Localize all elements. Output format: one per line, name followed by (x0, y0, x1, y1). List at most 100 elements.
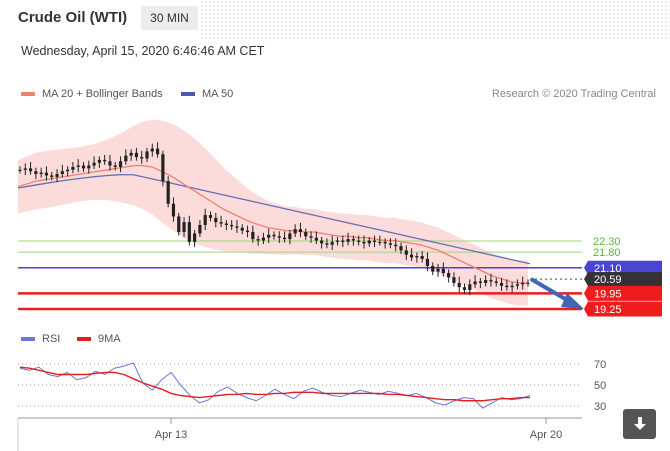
rsi-legend-label: RSI (42, 333, 61, 345)
candle-body (129, 152, 133, 156)
rsi-ma-line (19, 366, 530, 402)
candle-body (28, 168, 33, 172)
candle-body (447, 273, 451, 278)
legend-rsi-ma: 9MA (77, 333, 121, 345)
legend-rsi: RSI (21, 333, 60, 345)
research-credit: Research © 2020 Trading Central (491, 88, 656, 100)
timeframe-badge[interactable]: 30 MIN (141, 6, 198, 30)
candle-body (118, 161, 123, 167)
x-tick-label: Apr 13 (155, 429, 187, 441)
candle-body (484, 280, 488, 283)
candle-body (499, 282, 504, 286)
candle-body (494, 281, 498, 283)
candle-body (219, 222, 223, 224)
candle-body (214, 217, 218, 223)
legend-ma20: MA 20 + Bollinger Bands (21, 88, 163, 100)
level-label-21-10: 21.10 (594, 263, 622, 275)
candle-body (235, 226, 239, 228)
download-button[interactable] (623, 409, 656, 439)
candle-body (145, 151, 149, 159)
candle-body (372, 240, 377, 242)
rsi-chart: 30 50 70 (18, 359, 606, 413)
candle-body (309, 236, 313, 238)
candle-body (224, 223, 228, 225)
rsi-tick-label: 70 (594, 359, 606, 371)
candle-body (293, 229, 297, 234)
level-tag-19-25: 19.25 (584, 301, 662, 317)
candle-body (362, 241, 366, 244)
candle-body (23, 168, 27, 170)
candle-body (182, 222, 186, 233)
candle-body (203, 215, 207, 225)
candle-body (420, 256, 424, 259)
candle-body (108, 161, 112, 166)
candle-body (256, 239, 260, 241)
candle-body (161, 154, 165, 182)
projection-arrowhead (561, 293, 584, 309)
candle-body (457, 282, 461, 288)
rsi-ma-legend-label: 9MA (98, 333, 121, 345)
candle-body (378, 241, 382, 243)
candle-body (208, 215, 213, 218)
candle-body (436, 268, 440, 272)
rsi-tick-label: 30 (594, 401, 606, 413)
candle-body (277, 236, 281, 238)
candle-body (71, 166, 75, 170)
level-tag-bg (584, 285, 662, 301)
bollinger-band (18, 119, 528, 306)
candle-body (155, 148, 160, 155)
candle-body (92, 162, 96, 166)
candle-body (521, 282, 525, 285)
candle-body (76, 165, 80, 167)
candle-body (34, 171, 38, 175)
candle-body (335, 240, 340, 242)
candle-body (44, 172, 49, 176)
candle-body (81, 165, 86, 169)
rsi-line (19, 362, 531, 409)
candle-body (473, 281, 477, 285)
x-tick-label: Apr 20 (530, 429, 562, 441)
candle-body (150, 148, 154, 152)
level-label-20-59: 20.59 (594, 274, 622, 286)
level-tag-21-80: 21.80 (593, 247, 621, 259)
candle-body (298, 229, 303, 233)
candle-body (230, 224, 234, 227)
candle-body (187, 222, 191, 242)
candle-body (113, 165, 117, 167)
candle-body (515, 284, 520, 286)
level-tag-22-30: 22.30 (593, 236, 621, 248)
candle-body (383, 241, 387, 244)
candle-body (367, 240, 371, 244)
rsi-swatch (21, 337, 35, 341)
candle-body (510, 285, 514, 288)
candle-body (60, 171, 64, 175)
candle-body (245, 230, 250, 233)
candle-body (267, 234, 271, 238)
ma20-legend-label: MA 20 + Bollinger Bands (42, 88, 163, 100)
candle-body (462, 287, 467, 290)
candle-body (124, 155, 128, 162)
level-tag-bg (584, 272, 662, 287)
candle-body (478, 281, 482, 283)
candle-body (314, 237, 318, 241)
level-tag-20-59: 20.59 (584, 272, 662, 287)
ma20-swatch (21, 92, 35, 96)
legend-ma50: MA 50 (181, 88, 233, 100)
candle-body (468, 284, 472, 290)
candle-body (177, 216, 181, 233)
ma20-line (17, 164, 528, 284)
ma50-legend-label: MA 50 (202, 88, 234, 100)
candle-body (193, 233, 197, 242)
candle-body (251, 232, 255, 240)
candle-body (320, 240, 324, 244)
ma50-swatch (181, 92, 195, 96)
level-label-19-95: 19.95 (594, 288, 622, 300)
instrument-title: Crude Oil (WTI) (18, 9, 128, 26)
candle-body (399, 246, 403, 251)
candle-body (505, 285, 509, 288)
candle-body (325, 243, 329, 245)
level-tag-bg (584, 301, 662, 317)
ma50-line (17, 174, 531, 265)
rsi-ma-swatch (77, 337, 91, 341)
candle-body (288, 233, 292, 240)
